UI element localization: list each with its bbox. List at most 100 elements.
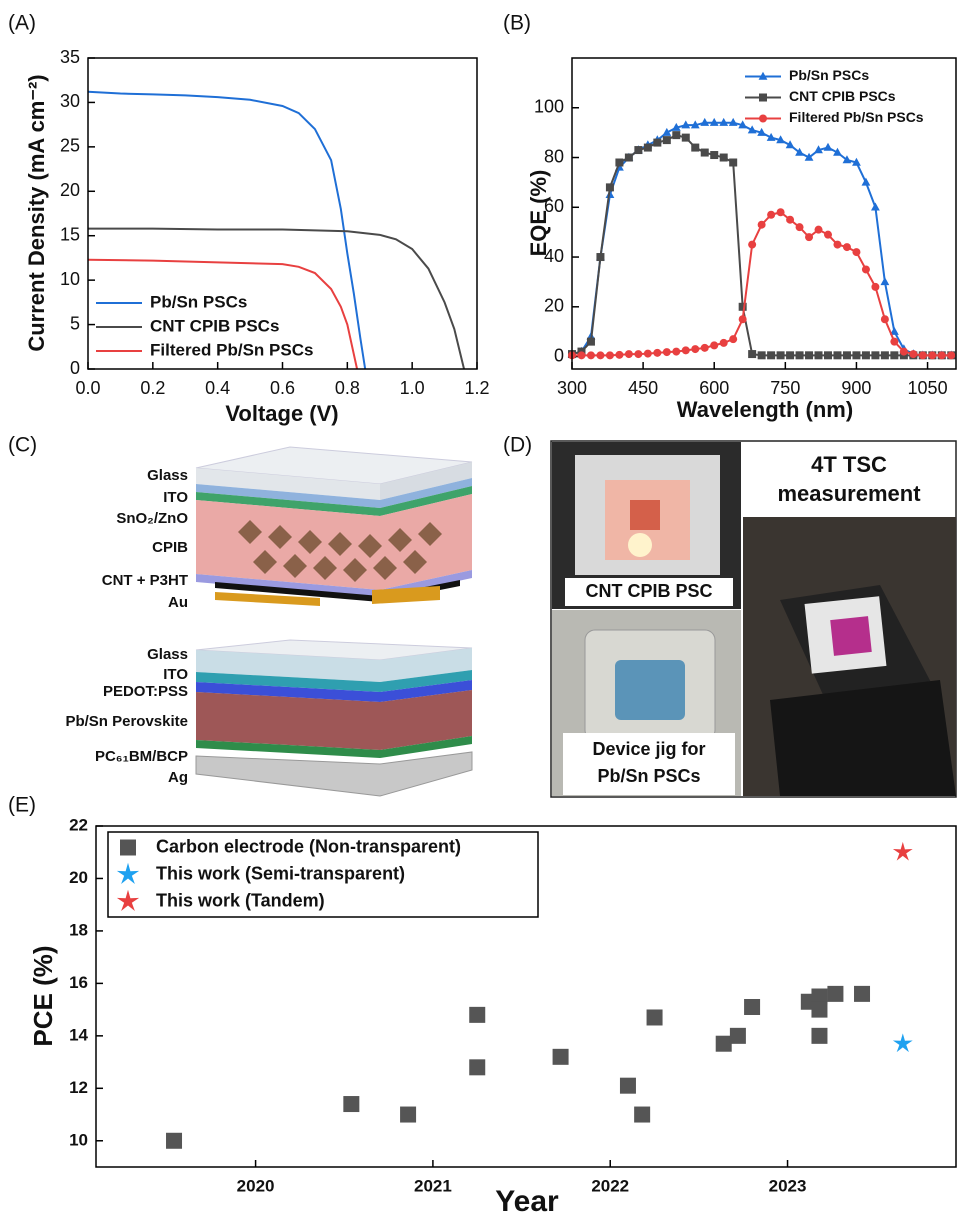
connector xyxy=(770,680,956,796)
x-tick-label: 0.2 xyxy=(140,378,165,398)
photo-title: measurement xyxy=(777,481,921,506)
panel-label: (D) xyxy=(503,434,532,457)
marker xyxy=(596,253,604,261)
marker xyxy=(120,840,136,856)
marker xyxy=(871,351,879,359)
marker xyxy=(577,351,585,359)
marker xyxy=(862,351,870,359)
layer-label: Ag xyxy=(168,769,188,786)
marker xyxy=(833,351,841,359)
device xyxy=(830,616,872,656)
marker xyxy=(644,350,652,358)
marker xyxy=(672,131,680,139)
marker xyxy=(710,151,718,159)
marker xyxy=(744,999,760,1015)
marker xyxy=(815,226,823,234)
marker xyxy=(852,351,860,359)
x-tick-label: 2020 xyxy=(237,1176,275,1195)
layer-label: PEDOT:PSS xyxy=(103,683,188,700)
layer-label: Pb/Sn Perovskite xyxy=(65,713,188,730)
x-tick-label: 0.0 xyxy=(75,378,100,398)
marker xyxy=(862,265,870,273)
y-tick-label: 80 xyxy=(544,146,564,166)
marker xyxy=(811,1002,827,1018)
marker xyxy=(634,350,642,358)
marker xyxy=(587,351,595,359)
y-tick-label: 22 xyxy=(69,815,88,834)
x-tick-label: 2021 xyxy=(414,1176,452,1195)
x-tick-label: 450 xyxy=(628,378,658,398)
marker xyxy=(729,158,737,166)
marker xyxy=(815,351,823,359)
y-tick-label: 14 xyxy=(69,1025,88,1044)
light xyxy=(628,533,652,557)
marker xyxy=(553,1049,569,1065)
legend-label: CNT CPIB PSCs xyxy=(150,316,279,335)
marker xyxy=(767,211,775,219)
marker xyxy=(748,350,756,358)
panel-label: (E) xyxy=(8,794,36,817)
marker xyxy=(634,1107,650,1123)
marker xyxy=(606,351,614,359)
x-tick-label: 2023 xyxy=(769,1176,807,1195)
marker xyxy=(938,351,946,359)
legend-label: Carbon electrode (Non-transparent) xyxy=(156,836,461,856)
figure: (A) (B) (C) (D) (E) Glass ITO S xyxy=(0,0,959,1221)
x-axis-label: Year xyxy=(495,1185,559,1218)
marker xyxy=(647,1009,663,1025)
marker xyxy=(854,986,870,1002)
marker xyxy=(777,351,785,359)
panel-label: (A) xyxy=(8,12,36,35)
marker xyxy=(824,231,832,239)
marker xyxy=(672,348,680,356)
marker xyxy=(606,183,614,191)
legend-label: This work (Tandem) xyxy=(156,890,325,910)
marker xyxy=(759,94,767,102)
marker xyxy=(644,144,652,152)
marker xyxy=(739,315,747,323)
marker xyxy=(777,208,785,216)
marker xyxy=(767,351,775,359)
y-tick-label: 100 xyxy=(534,97,564,117)
marker xyxy=(748,241,756,249)
x-axis-label: Wavelength (nm) xyxy=(677,397,853,422)
x-tick-label: 0.8 xyxy=(335,378,360,398)
marker xyxy=(701,149,709,157)
y-tick-label: 10 xyxy=(69,1130,88,1149)
y-tick-label: 16 xyxy=(69,973,88,992)
y-tick-label: 35 xyxy=(60,47,80,67)
marker xyxy=(843,243,851,251)
marker xyxy=(720,154,728,162)
marker xyxy=(166,1133,182,1149)
marker xyxy=(730,1028,746,1044)
marker xyxy=(759,115,767,123)
marker xyxy=(833,241,841,249)
marker xyxy=(881,315,889,323)
marker xyxy=(682,346,690,354)
y-axis-label: EQE (%) xyxy=(526,170,551,257)
y-tick-label: 20 xyxy=(544,296,564,316)
x-tick-label: 1.0 xyxy=(400,378,425,398)
marker xyxy=(786,216,794,224)
photo-caption: Device jig for xyxy=(592,739,705,759)
marker xyxy=(919,351,927,359)
marker xyxy=(663,348,671,356)
layer-label: Glass xyxy=(147,646,188,663)
layer-label: ITO xyxy=(163,489,188,506)
x-tick-label: 750 xyxy=(770,378,800,398)
y-tick-label: 10 xyxy=(60,269,80,289)
y-axis-label: Current Density (mA cm⁻²) xyxy=(24,74,49,351)
photo-title: 4T TSC xyxy=(811,452,887,477)
y-tick-label: 0 xyxy=(554,345,564,365)
marker xyxy=(343,1096,359,1112)
legend-label: This work (Semi-transparent) xyxy=(156,863,405,883)
marker xyxy=(682,134,690,142)
y-axis-label: PCE (%) xyxy=(28,945,58,1046)
marker xyxy=(710,341,718,349)
y-tick-label: 20 xyxy=(60,180,80,200)
marker xyxy=(890,351,898,359)
marker xyxy=(811,1028,827,1044)
marker xyxy=(824,351,832,359)
marker xyxy=(805,233,813,241)
marker xyxy=(827,986,843,1002)
